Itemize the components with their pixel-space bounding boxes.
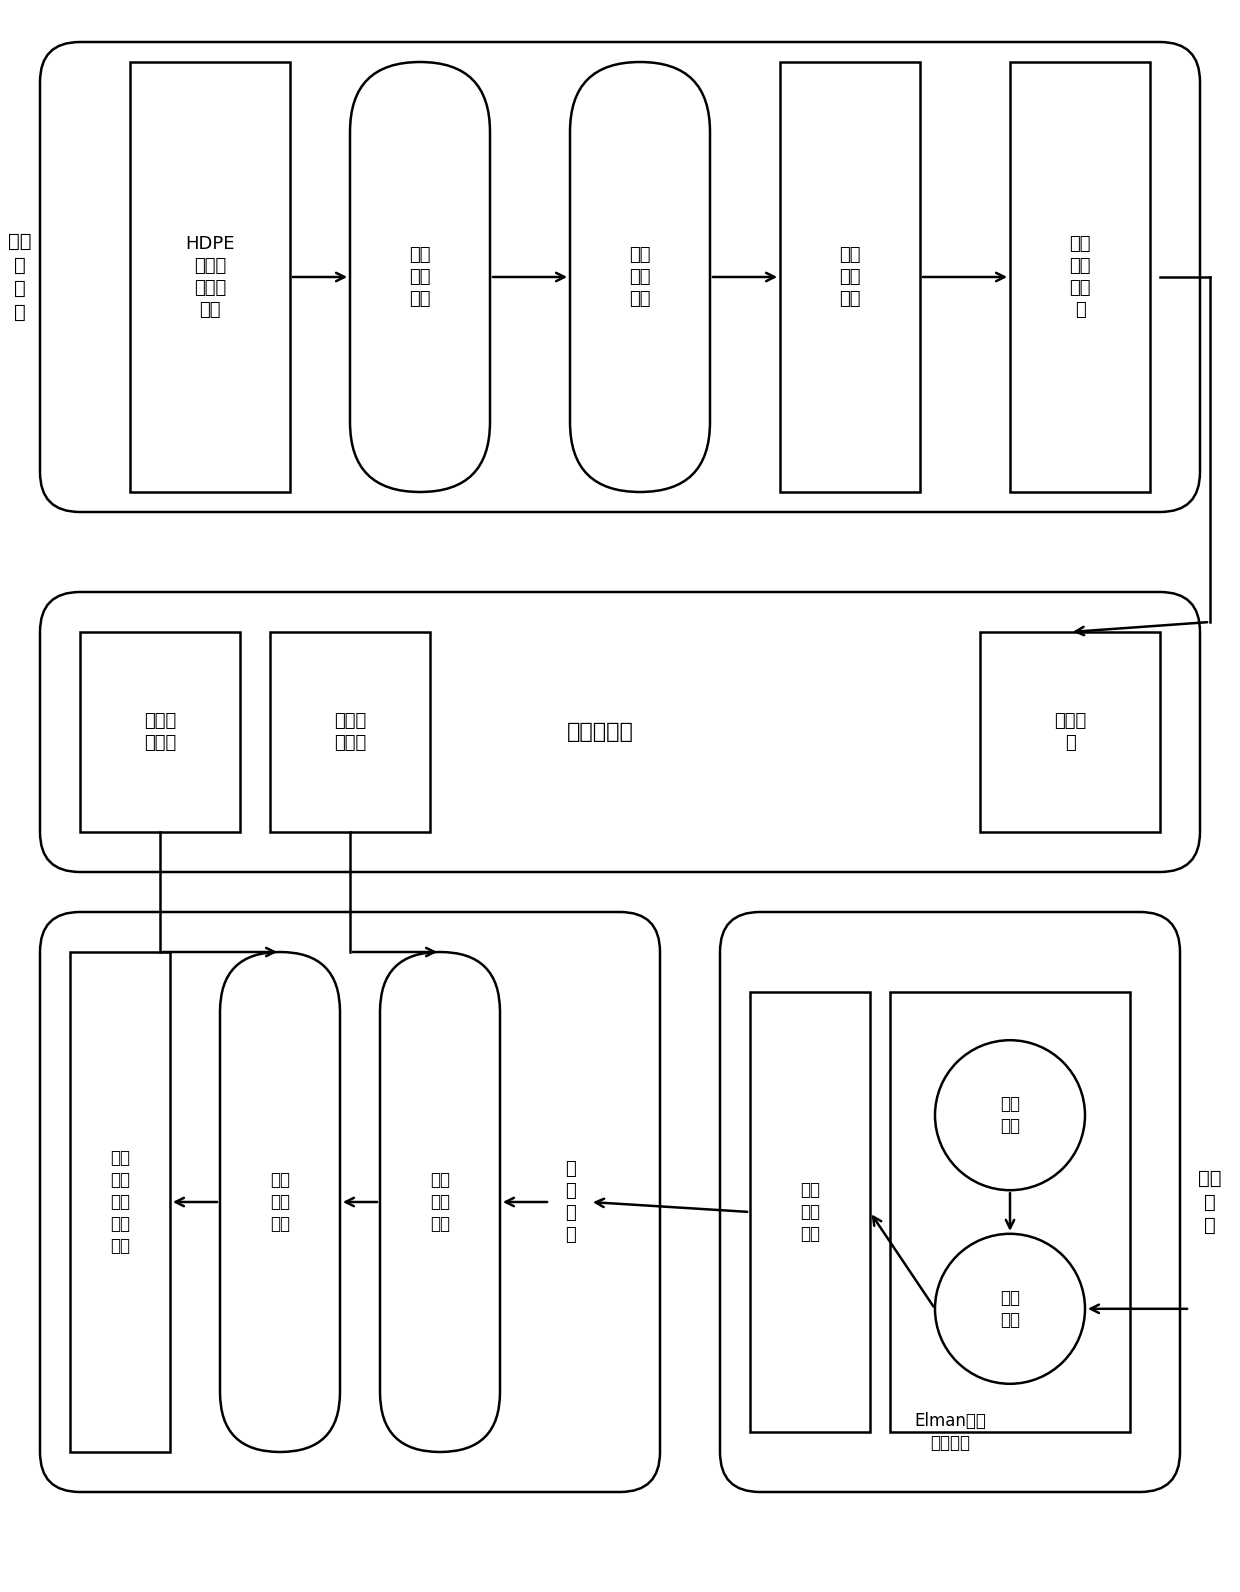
- Text: 检测
基元
表示: 检测 基元 表示: [839, 245, 861, 309]
- FancyBboxPatch shape: [40, 592, 1200, 872]
- Circle shape: [935, 1234, 1085, 1383]
- Text: 故障
可拓
监测: 故障 可拓 监测: [430, 1170, 450, 1234]
- Text: 故
障
识
别: 故 障 识 别: [564, 1159, 575, 1245]
- Bar: [1011, 62, 1149, 492]
- Text: 故障解
决方案: 故障解 决方案: [144, 712, 176, 751]
- Text: 故障
预测
结果
实时
显示: 故障 预测 结果 实时 显示: [110, 1148, 130, 1256]
- Text: 异常
数据
修正: 异常 数据 修正: [629, 245, 651, 309]
- Text: 故障
可拓
推理: 故障 可拓 推理: [270, 1170, 290, 1234]
- Text: 模型
建立: 模型 建立: [999, 1095, 1021, 1135]
- Text: Elman网络
预测模型: Elman网络 预测模型: [914, 1412, 986, 1452]
- Text: 数据
预
处
理: 数据 预 处 理: [9, 232, 32, 322]
- Bar: [980, 632, 1159, 833]
- Bar: [270, 632, 430, 833]
- Text: 在线
预测: 在线 预测: [999, 1288, 1021, 1329]
- Bar: [81, 632, 241, 833]
- FancyBboxPatch shape: [219, 952, 340, 1452]
- Bar: [750, 992, 870, 1431]
- Text: 预处
理结
果输
出: 预处 理结 果输 出: [1069, 234, 1091, 320]
- FancyBboxPatch shape: [350, 62, 490, 492]
- Text: 数据存
储: 数据存 储: [1054, 712, 1086, 751]
- Bar: [130, 62, 290, 492]
- Text: 预测
结果
输出: 预测 结果 输出: [800, 1181, 820, 1243]
- FancyBboxPatch shape: [720, 912, 1180, 1492]
- Text: 特征
预
测: 特征 预 测: [1198, 1169, 1221, 1235]
- Bar: [890, 992, 1130, 1431]
- FancyBboxPatch shape: [379, 952, 500, 1452]
- Circle shape: [935, 1040, 1085, 1191]
- Text: HDPE
聚合反
应现场
数据: HDPE 聚合反 应现场 数据: [185, 234, 234, 320]
- Text: 故障数据库: 故障数据库: [567, 723, 634, 742]
- FancyBboxPatch shape: [40, 912, 660, 1492]
- FancyBboxPatch shape: [570, 62, 711, 492]
- FancyBboxPatch shape: [40, 41, 1200, 513]
- Bar: [69, 952, 170, 1452]
- Bar: [780, 62, 920, 492]
- Text: 报警特
征信息: 报警特 征信息: [334, 712, 366, 751]
- Text: 缺失
数据
填充: 缺失 数据 填充: [409, 245, 430, 309]
